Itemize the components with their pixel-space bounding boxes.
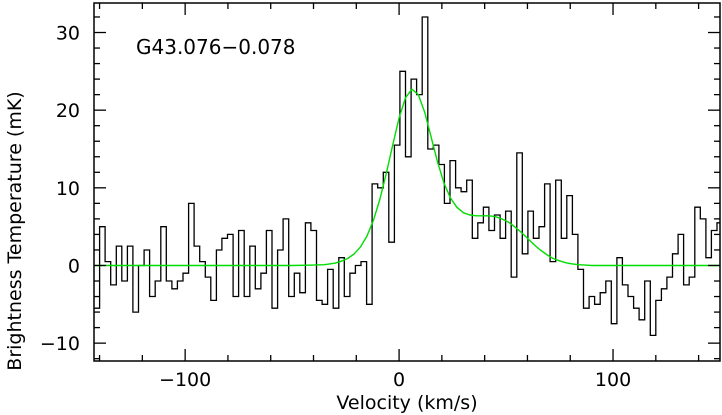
- x-tick-label: −100: [159, 369, 211, 391]
- x-tick-label: 0: [393, 369, 405, 391]
- axis-ticks: [94, 3, 720, 361]
- y-axis-title: Brightness Temperature (mK): [4, 91, 26, 370]
- spectrum-histogram: [94, 16, 720, 337]
- y-tick-label: 30: [56, 23, 80, 45]
- plot-frame: [93, 2, 721, 362]
- source-name-annotation: G43.076−0.078: [136, 35, 296, 59]
- y-tick-label: 10: [56, 178, 80, 200]
- y-tick-label: −10: [40, 333, 80, 355]
- x-tick-label: 100: [595, 369, 631, 391]
- y-tick-label: 0: [68, 255, 80, 277]
- x-axis-title: Velocity (km/s): [336, 392, 477, 414]
- plot-marks: [94, 16, 720, 337]
- gaussian-fit-line: [94, 88, 720, 267]
- y-tick-label: 20: [56, 100, 80, 122]
